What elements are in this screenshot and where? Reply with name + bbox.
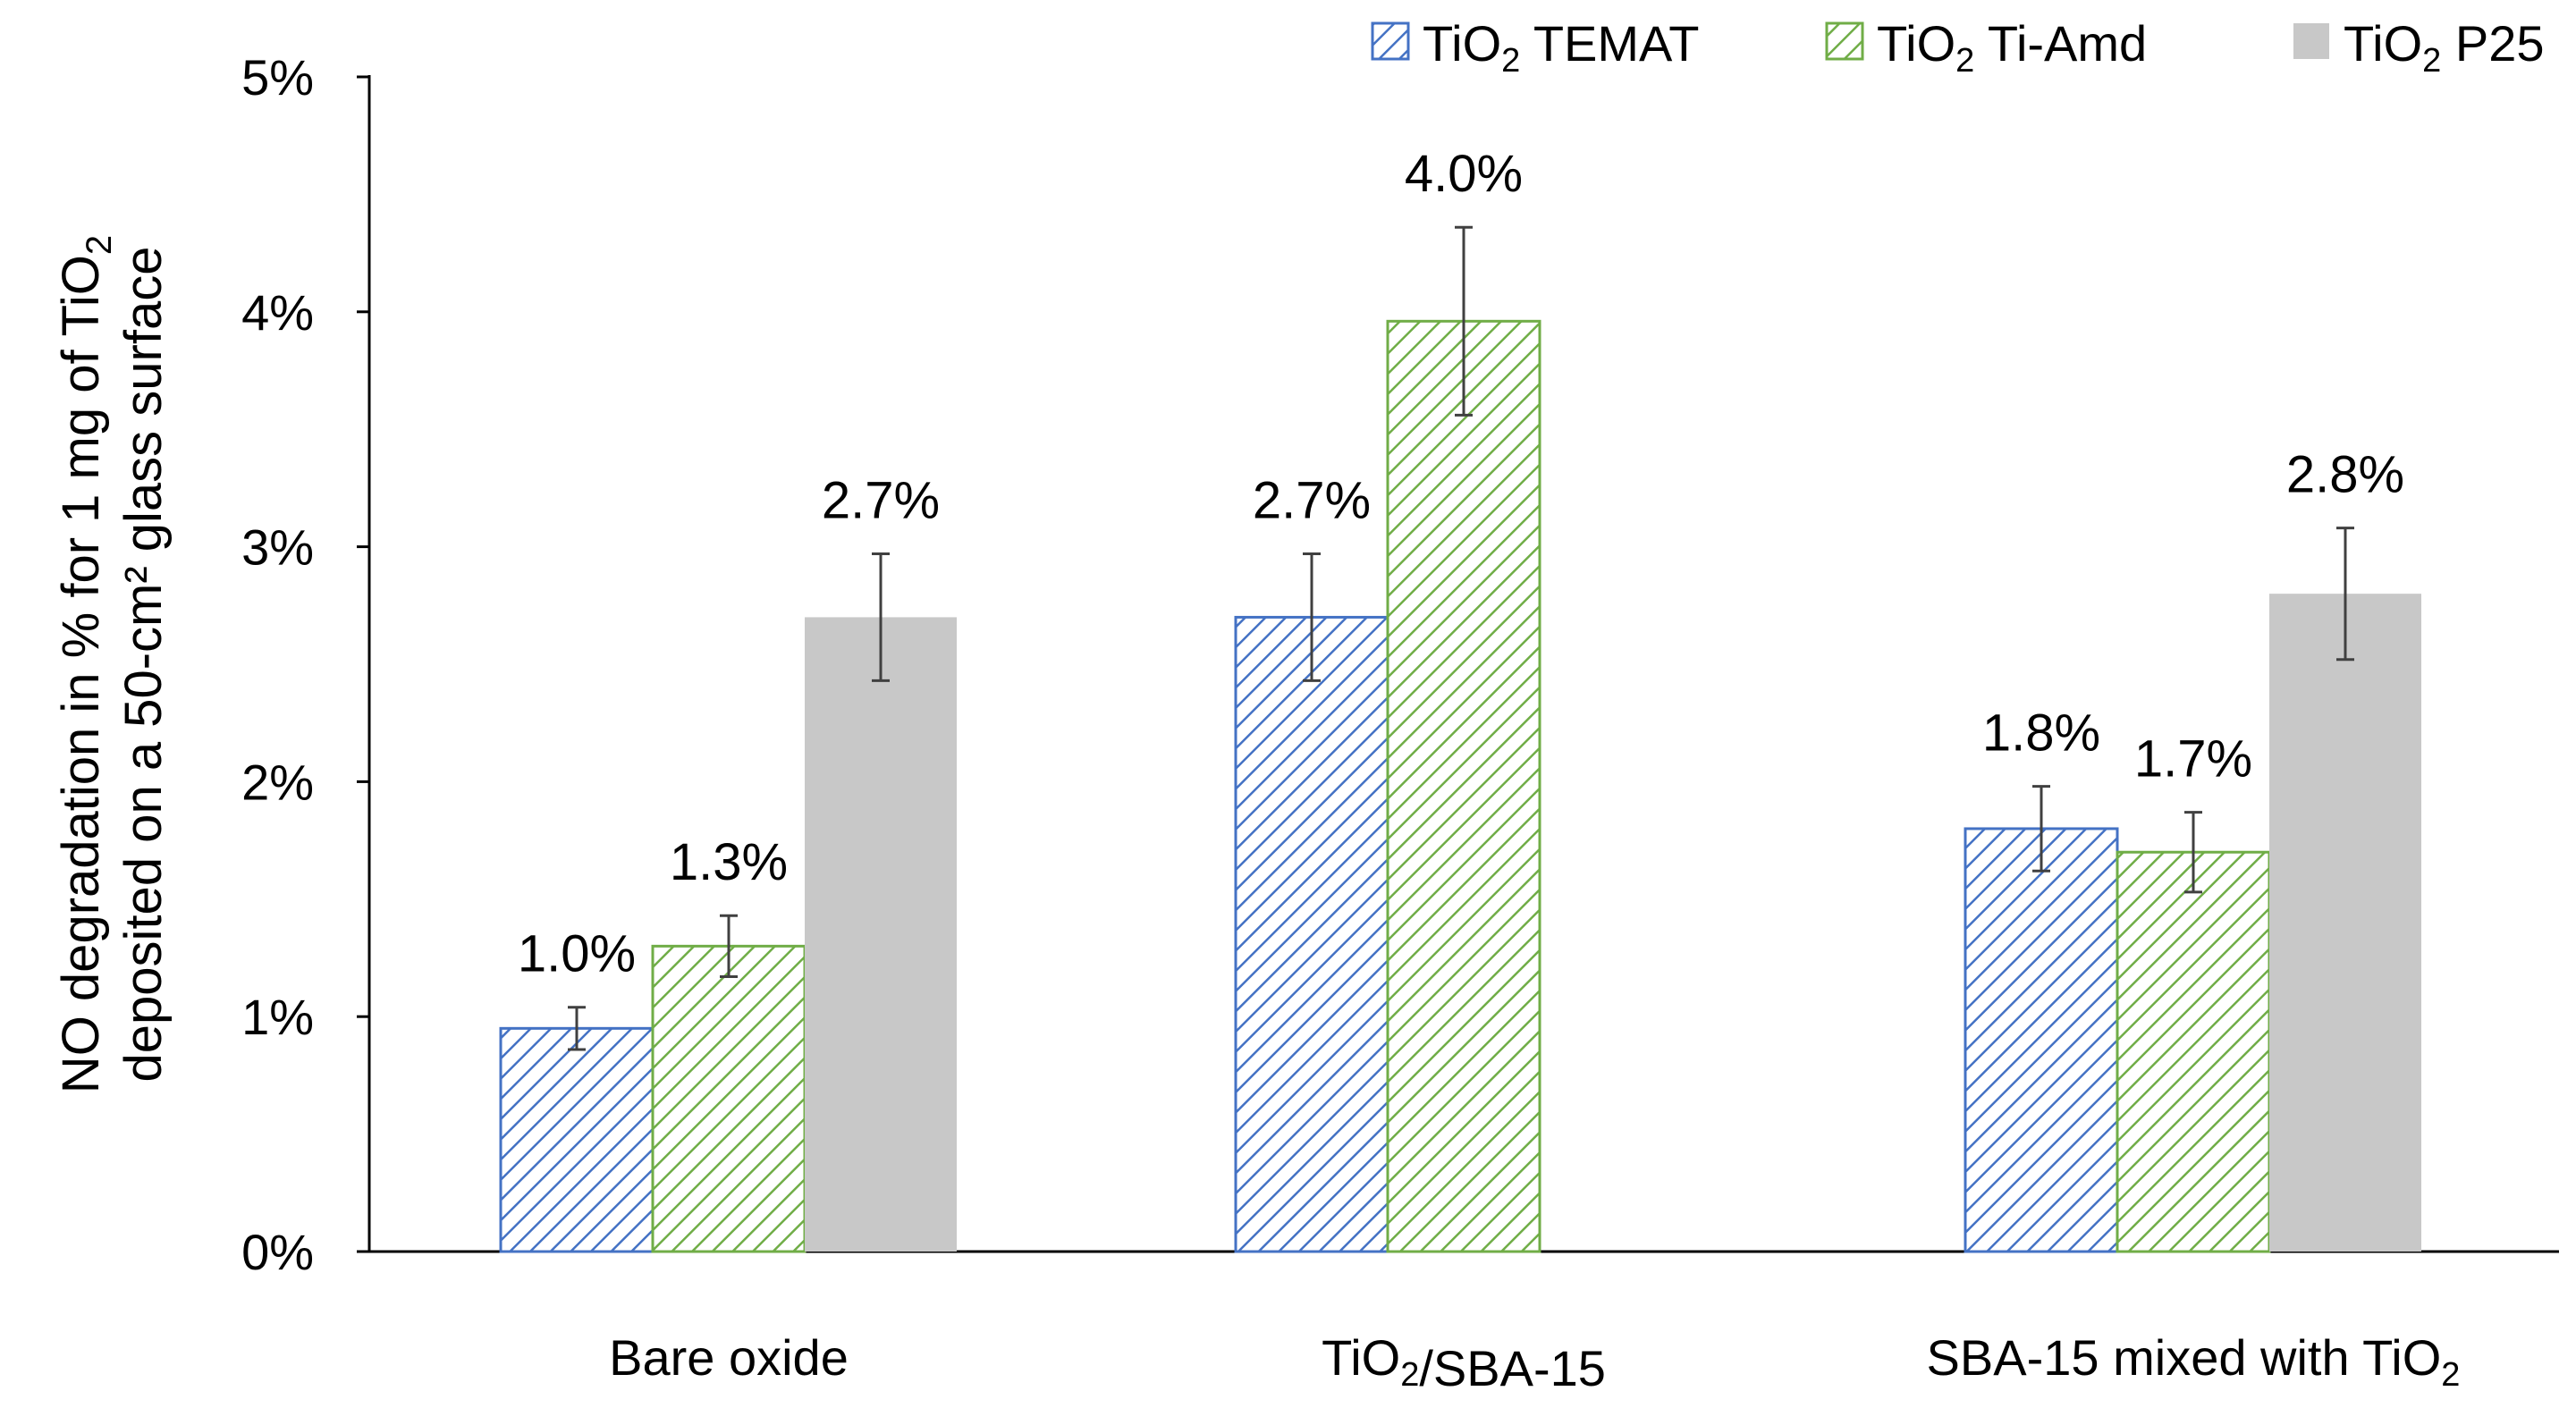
data-label: 1.7% (2134, 730, 2252, 788)
y-tick-label: 4% (241, 284, 314, 341)
y-tick-label: 5% (241, 49, 314, 105)
data-label: 1.3% (670, 833, 788, 891)
legend-label: TiO2 TEMAT (1423, 15, 1699, 80)
legend: TiO2 TEMAT TiO2 Ti-Amd TiO2 P25 (1371, 15, 2544, 80)
data-label: 4.0% (1405, 145, 1523, 203)
legend-label: TiO2 Ti-Amd (1877, 15, 2147, 80)
legend-label: TiO2 P25 (2344, 15, 2544, 80)
data-label: 2.8% (2286, 446, 2404, 504)
error-bars (568, 225, 2354, 1051)
bar (651, 944, 807, 1253)
legend-swatch (2293, 23, 2329, 59)
bars (499, 319, 2421, 1253)
error-bar (2184, 811, 2202, 894)
x-tick-label: SBA-15 mixed with TiO2 (1927, 1329, 2461, 1394)
data-labels: 1.0% 1.3% 2.7% 2.7% 4.0% 1.8% 1.7% 2.8% (518, 145, 2404, 982)
y-tick-label: 3% (241, 519, 314, 576)
bar (1386, 319, 1541, 1253)
error-bar (872, 552, 890, 682)
x-tick-label: Bare oxide (609, 1329, 849, 1386)
y-axis-title-line2: deposited on a 50-cm² glass surface (114, 247, 173, 1083)
y-axis-title-line1: NO degradation in % for 1 mg of TiO2 (52, 235, 119, 1093)
legend-item: TiO2 Ti-Amd (1825, 15, 2147, 80)
legend-swatch (1825, 21, 1864, 61)
bar (2269, 594, 2421, 1252)
bar (2116, 850, 2271, 1253)
legend-item: TiO2 TEMAT (1371, 15, 1699, 80)
y-tick-label: 1% (241, 989, 314, 1045)
data-label: 2.7% (822, 471, 940, 529)
x-axis-labels: Bare oxide TiO2/SBA-15 SBA-15 mixed with T… (609, 1329, 2460, 1396)
bar (1964, 827, 2119, 1253)
bar (805, 617, 957, 1252)
y-tick-label: 0% (241, 1224, 314, 1280)
data-label: 2.7% (1253, 471, 1371, 529)
error-bar (1303, 552, 1321, 682)
error-bar (720, 914, 738, 979)
error-bar (1455, 225, 1473, 417)
y-axis-title: NO degradation in % for 1 mg of TiO2depo… (52, 235, 173, 1093)
data-label: 1.8% (1982, 704, 2100, 763)
data-label: 1.0% (518, 925, 636, 983)
x-tick-label: TiO2/SBA-15 (1322, 1329, 1606, 1396)
y-tick-label: 2% (241, 754, 314, 810)
error-bar (2032, 785, 2050, 873)
legend-swatch (1371, 21, 1410, 61)
error-bar (2336, 527, 2354, 662)
error-bar (568, 1006, 586, 1051)
bar (499, 1026, 655, 1253)
legend-item: TiO2 P25 (2293, 15, 2544, 80)
bar (1234, 615, 1389, 1253)
